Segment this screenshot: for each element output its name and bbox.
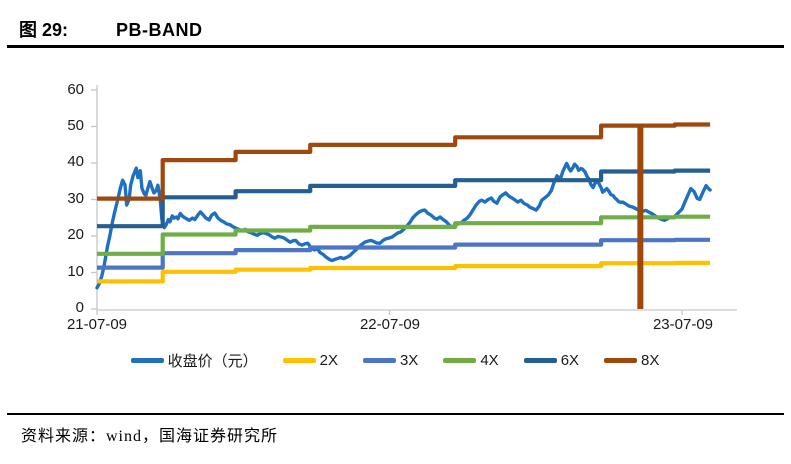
legend-item-3x: 3X <box>362 352 419 369</box>
band-3x-line-swatch <box>362 358 396 363</box>
y-tick-60: 60 <box>67 81 84 98</box>
y-tick-50: 50 <box>67 117 84 134</box>
data-source-note: 资料来源：wind，国海证券研究所 <box>21 428 279 445</box>
plot-svg <box>91 85 737 315</box>
legend-item-2x: 2X <box>282 352 338 369</box>
y-tick-20: 20 <box>67 226 84 243</box>
band-4x-line-swatch <box>443 358 477 363</box>
band-6x-line-swatch <box>523 358 557 363</box>
legend-label-4x: 4X <box>480 352 499 369</box>
figure-title: PB-BAND <box>116 20 203 40</box>
x-tick-22-07-09: 22-07-09 <box>359 316 421 333</box>
y-tick-30: 30 <box>67 190 84 207</box>
legend-label-3x: 3X <box>399 352 419 369</box>
legend-item-8x: 8X <box>604 352 659 369</box>
pb-band-chart: 0 10 20 30 40 50 60 21-07-09 22-07-09 23… <box>0 52 791 382</box>
legend-item-4x: 4X <box>443 352 499 369</box>
legend-label-6x: 6X <box>560 352 580 369</box>
y-tick-40: 40 <box>67 153 84 170</box>
figure-header: 图 29: PB-BAND <box>19 16 203 42</box>
legend-item-close-price: 收盘价（元） <box>130 350 258 371</box>
y-tick-10: 10 <box>67 263 84 280</box>
header-divider <box>7 45 784 48</box>
footer-divider <box>7 413 784 415</box>
close-price-line-swatch <box>130 358 164 363</box>
x-tick-21-07-09: 21-07-09 <box>66 316 128 333</box>
legend-item-6x: 6X <box>523 352 580 369</box>
figure-number: 图 29: <box>19 20 69 40</box>
legend-label-close-price: 收盘价（元） <box>167 353 258 370</box>
x-tick-23-07-09: 23-07-09 <box>652 316 714 333</box>
y-tick-0: 0 <box>75 299 84 316</box>
band-2x-line-swatch <box>282 358 316 363</box>
band-8x-line-swatch <box>604 358 638 363</box>
legend-label-2x: 2X <box>319 352 338 369</box>
chart-legend: 收盘价（元） 2X 3X 4X 6X 8X <box>5 350 785 371</box>
legend-label-8x: 8X <box>641 352 660 369</box>
